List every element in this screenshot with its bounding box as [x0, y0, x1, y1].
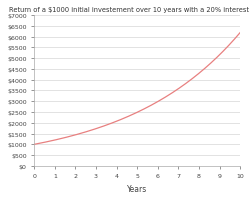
X-axis label: Years: Years [126, 184, 147, 193]
Title: Return of a $1000 initial investement over 10 years with a 20% interest rate: Return of a $1000 initial investement ov… [9, 7, 250, 13]
